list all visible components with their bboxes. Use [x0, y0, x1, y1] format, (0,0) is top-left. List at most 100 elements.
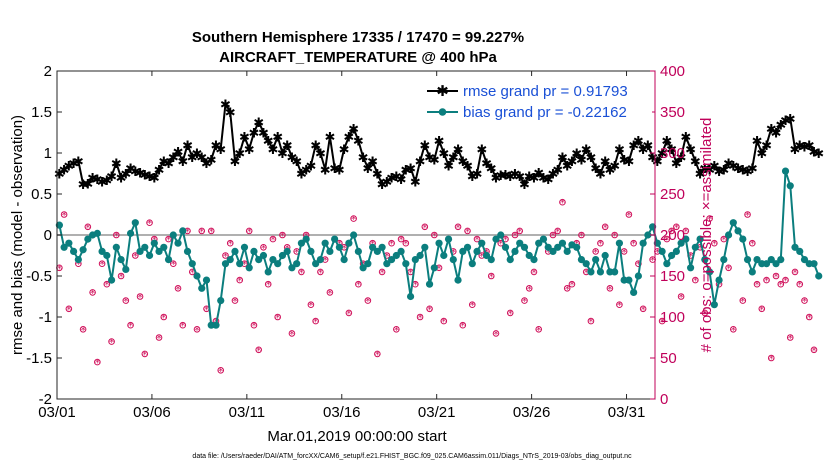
rmse-point: ✱ [704, 163, 715, 178]
obs-assimilated-point: * [119, 272, 124, 283]
obs-assimilated-point: * [731, 325, 736, 336]
obs-possible-point [94, 358, 101, 366]
obs-possible-point [326, 289, 334, 296]
obs-assimilated-point: * [693, 276, 698, 287]
obs-assimilated-point: * [712, 239, 717, 250]
bias-point [416, 251, 424, 260]
rmse-point: ✱ [619, 154, 630, 169]
obs-assimilated-point: * [584, 268, 589, 279]
rmse-point: ✱ [652, 155, 663, 170]
rmse-point: ✱ [571, 147, 582, 162]
obs-assimilated-point: * [522, 297, 527, 308]
obs-assimilated-point: * [498, 239, 503, 250]
bias-point [321, 239, 329, 247]
rmse-point: ✱ [771, 127, 782, 142]
obs-assimilated-point: * [275, 313, 280, 324]
rmse-point: ✱ [253, 116, 264, 131]
rmse-point: ✱ [329, 162, 340, 177]
bias-point [715, 276, 723, 284]
rmse-point: ✱ [310, 139, 321, 154]
rmse-point: ✱ [747, 162, 758, 177]
obs-possible-point [402, 239, 410, 247]
bias-point [767, 256, 775, 264]
obs-assimilated-point: * [688, 252, 693, 263]
obs-assimilated-point: * [266, 280, 271, 291]
obs-assimilated-point: * [342, 243, 347, 254]
obs-assimilated-point: * [256, 346, 261, 357]
obs-assimilated-point: * [413, 280, 418, 291]
obs-assimilated-point: * [128, 321, 133, 332]
rmse-point: ✱ [249, 127, 260, 142]
obs-assimilated-point: * [707, 215, 712, 226]
obs-possible-point [454, 223, 462, 231]
obs-possible-point [165, 235, 172, 243]
rmse-point: ✱ [538, 172, 549, 187]
obs-possible-point [431, 231, 438, 239]
rmse-point: ✱ [362, 162, 373, 177]
rmse-point: ✱ [429, 154, 440, 169]
rmse-point: ✱ [457, 155, 468, 170]
bias-point [164, 256, 173, 264]
bias-point [226, 256, 234, 264]
rmse-point: ✱ [405, 162, 416, 177]
bias-point [691, 243, 699, 251]
bias-point [762, 260, 771, 268]
bias-point [748, 268, 756, 276]
rmse-point: ✱ [377, 178, 388, 193]
obs-assimilated-point: * [223, 252, 228, 263]
rmse-point: ✱ [699, 162, 710, 177]
bias-point [397, 247, 405, 255]
bias-point [658, 247, 666, 255]
bias-point [611, 268, 619, 276]
obs-possible-point [739, 297, 747, 304]
bias-point [525, 251, 533, 260]
obs-assimilated-point: * [427, 305, 432, 316]
obs-assimilated-point: * [218, 366, 223, 377]
rmse-point: ✱ [638, 143, 649, 158]
obs-assimilated-point: * [384, 252, 389, 263]
obs-assimilated-point: * [721, 235, 726, 246]
bias-point [815, 272, 823, 280]
bias-point [530, 256, 538, 264]
obs-possible-point [630, 239, 637, 247]
obs-assimilated-point: * [569, 280, 574, 291]
obs-possible-point [298, 268, 305, 276]
x-tick-label: 03/31 [608, 404, 646, 421]
obs-possible-point [193, 326, 201, 333]
rmse-point: ✱ [752, 135, 763, 150]
obs-possible-point [772, 272, 780, 280]
bias-point [364, 260, 372, 268]
obs-assimilated-point: * [631, 239, 636, 250]
bias-point [677, 239, 685, 247]
rmse-point: ✱ [239, 131, 250, 146]
rmse-point: ✱ [529, 172, 540, 187]
bias-point [79, 246, 87, 254]
rmse-point: ✱ [595, 168, 606, 183]
obs-possible-point [487, 272, 495, 280]
obs-possible-point [65, 305, 73, 313]
rmse-point: ✱ [790, 143, 801, 158]
rmse-point: ✱ [116, 172, 127, 187]
legend-rmse-label: rmse grand pr = 0.91793 [463, 83, 628, 100]
obs-assimilated-point: * [565, 284, 570, 295]
rmse-line [58, 100, 820, 187]
obs-possible-point [763, 276, 770, 284]
rmse-point: ✱ [234, 147, 245, 162]
obs-assimilated-point: * [380, 268, 385, 279]
obs-possible-point [350, 215, 357, 222]
obs-possible-point [492, 330, 500, 337]
bias-point [577, 256, 586, 264]
rmse-point: ✱ [97, 176, 108, 191]
obs-assimilated-point: * [147, 219, 152, 230]
obs-possible-point [720, 235, 728, 243]
rmse-point: ✱ [472, 168, 483, 183]
y-right-tick-label: 200 [660, 227, 685, 244]
obs-possible-point [274, 313, 281, 321]
rmse-point: ✱ [623, 155, 634, 170]
rmse-point: ✱ [154, 163, 165, 178]
rmse-point: ✱ [676, 151, 687, 166]
bias-point [354, 247, 362, 255]
obs-possible-point [440, 317, 448, 325]
rmse-point: ✱ [144, 170, 155, 185]
obs-assimilated-point: * [641, 305, 646, 316]
